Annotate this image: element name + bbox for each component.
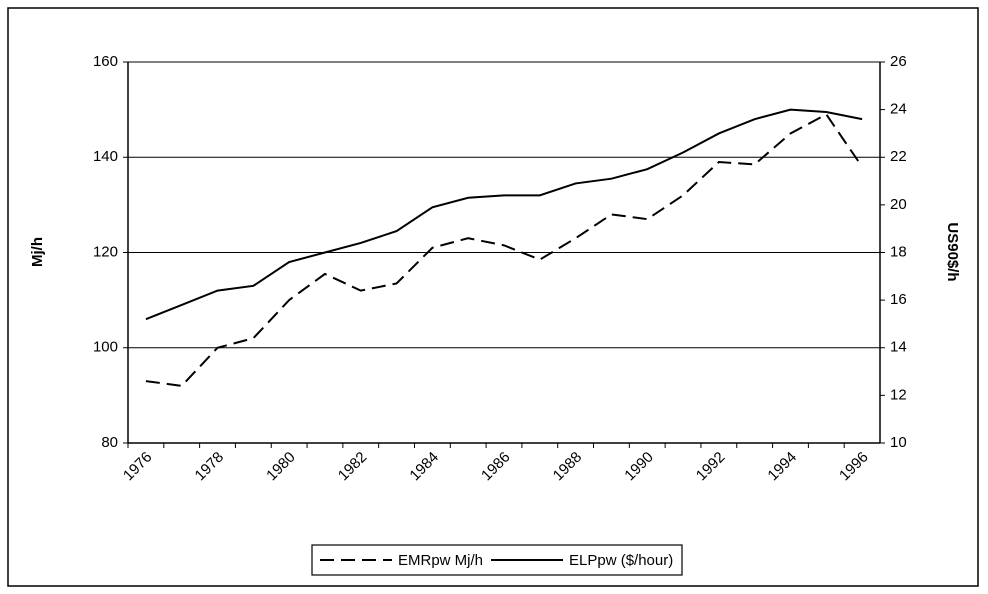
legend-label: ELPpw ($/hour) bbox=[569, 552, 673, 569]
y2-tick-label: 16 bbox=[890, 291, 907, 308]
y-axis-title: Mj/h bbox=[29, 237, 46, 267]
x-tick-label: 1994 bbox=[764, 449, 800, 485]
y2-tick-label: 14 bbox=[890, 339, 907, 356]
x-tick-label: 1980 bbox=[263, 449, 299, 485]
x-tick-label: 1976 bbox=[120, 449, 156, 485]
x-tick-label: 1986 bbox=[478, 449, 514, 485]
chart-border bbox=[7, 7, 979, 587]
x-tick-label: 1996 bbox=[836, 449, 872, 485]
x-tick-label: 1988 bbox=[550, 449, 586, 485]
y-tick-label: 80 bbox=[101, 434, 118, 451]
y-tick-label: 100 bbox=[93, 339, 118, 356]
y2-tick-label: 12 bbox=[890, 386, 907, 403]
y2-tick-label: 20 bbox=[890, 196, 907, 213]
x-tick-label: 1978 bbox=[192, 449, 228, 485]
series-line bbox=[145, 108, 863, 321]
y2-tick-label: 18 bbox=[890, 243, 907, 260]
y-tick-label: 160 bbox=[93, 53, 118, 70]
x-tick-label: 1990 bbox=[621, 449, 657, 485]
x-tick-label: 1992 bbox=[693, 449, 729, 485]
y2-tick-label: 10 bbox=[890, 434, 907, 451]
y2-tick-label: 22 bbox=[890, 148, 907, 165]
y2-tick-label: 24 bbox=[890, 101, 907, 118]
y2-tick-label: 26 bbox=[890, 53, 907, 70]
x-tick-label: 1982 bbox=[335, 449, 371, 485]
y2-axis-title: US90$/h bbox=[944, 222, 961, 281]
y-tick-label: 120 bbox=[93, 243, 118, 260]
x-tick-label: 1984 bbox=[406, 449, 442, 485]
series-line bbox=[145, 113, 863, 387]
y-tick-label: 140 bbox=[93, 148, 118, 165]
legend-label: EMRpw Mj/h bbox=[398, 552, 483, 569]
